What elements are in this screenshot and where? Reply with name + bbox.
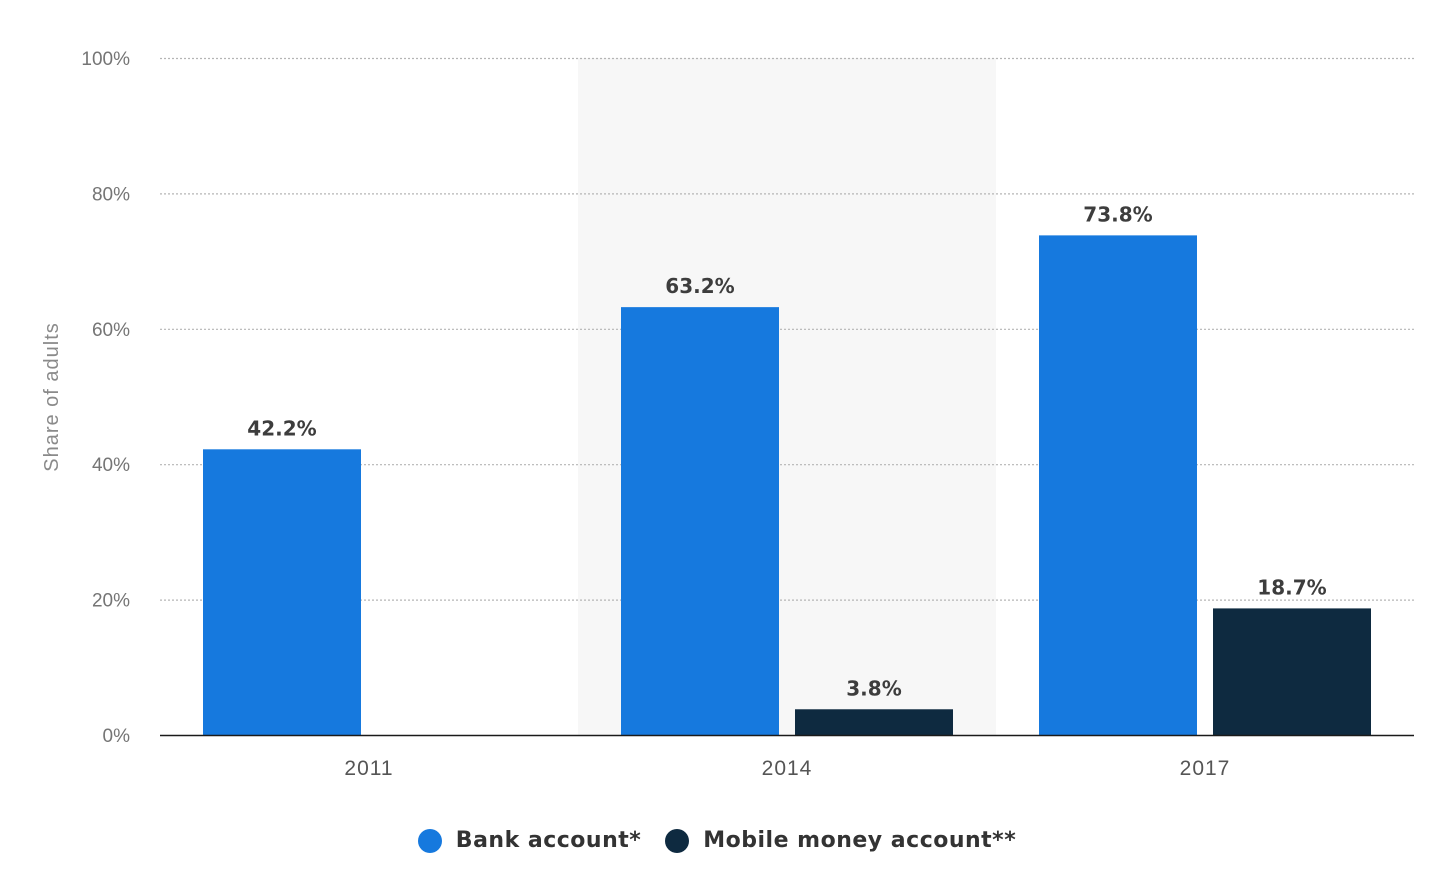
- legend-swatch-icon: [417, 828, 442, 853]
- x-category-label: 2017: [1180, 757, 1231, 780]
- legend: Bank account* Mobile money account**: [0, 828, 1434, 853]
- legend-label: Mobile money account**: [703, 828, 1017, 853]
- y-tick-label: 100%: [81, 49, 130, 70]
- bar-mobile-2014: [795, 709, 953, 735]
- y-tick-label: 40%: [92, 455, 130, 476]
- x-category-label: 2014: [762, 757, 813, 780]
- data-labels: 42.2% 63.2% 3.8% 73.8% 18.7%: [247, 202, 1326, 700]
- legend-item-bank[interactable]: Bank account*: [417, 828, 642, 853]
- bar-chart: 0% 20% 40% 60% 80% 100% Share of adults 42.2%…: [41, 49, 1414, 780]
- bar-bank-2014: [621, 307, 779, 735]
- y-tick-label: 20%: [92, 591, 130, 612]
- bars: [203, 235, 1371, 735]
- gridlines: [160, 57, 1414, 601]
- y-tick-label: 60%: [92, 320, 130, 341]
- data-label: 18.7%: [1257, 575, 1326, 599]
- legend-item-mobile[interactable]: Mobile money account**: [665, 828, 1016, 853]
- x-category-label: 2011: [344, 757, 393, 780]
- y-tick-label: 0%: [103, 726, 131, 747]
- bar-bank-2011: [203, 449, 361, 735]
- bar-bank-2017: [1039, 235, 1197, 735]
- y-tick-label: 80%: [92, 184, 130, 205]
- data-label: 63.2%: [665, 274, 734, 298]
- x-axis-categories: 2011 2014 2017: [344, 757, 1231, 780]
- data-label: 3.8%: [846, 676, 901, 700]
- data-label: 42.2%: [247, 416, 316, 440]
- bar-mobile-2017: [1213, 608, 1371, 735]
- y-axis-title: Share of adults: [41, 322, 63, 472]
- y-axis-ticks: 0% 20% 40% 60% 80% 100%: [81, 49, 130, 747]
- data-label: 73.8%: [1083, 202, 1152, 226]
- legend-swatch-icon: [665, 828, 690, 853]
- legend-label: Bank account*: [455, 828, 642, 853]
